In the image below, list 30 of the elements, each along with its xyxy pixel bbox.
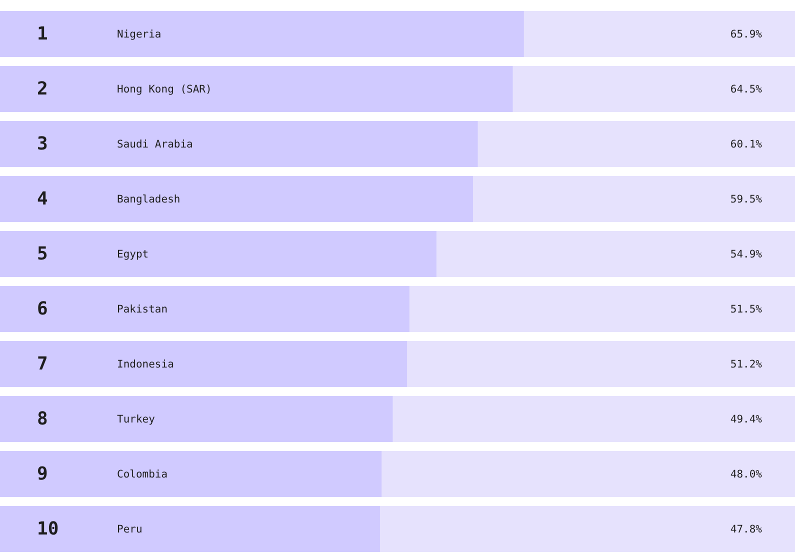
y-tick-label: Colombia — [117, 468, 168, 481]
data-label: 47.8% — [730, 524, 763, 536]
data-label: 65.9% — [730, 28, 763, 41]
annotation: 1 — [37, 24, 48, 45]
y-tick-label: Indonesia — [117, 358, 174, 371]
y-tick-label: Nigeria — [117, 28, 162, 41]
annotation: 3 — [37, 134, 48, 155]
y-tick-label: Egypt — [117, 248, 149, 261]
data-label: 60.1% — [730, 138, 763, 151]
annotation: 10 — [37, 518, 59, 540]
data-label: 54.9% — [730, 248, 763, 261]
y-tick-label: Turkey — [117, 414, 155, 426]
data-label: 49.4% — [730, 414, 763, 426]
annotation: 9 — [37, 464, 48, 485]
y-tick-label: Pakistan — [117, 304, 168, 316]
annotation: 8 — [37, 408, 48, 430]
annotation: 7 — [37, 354, 48, 375]
data-label: 59.5% — [730, 194, 763, 206]
data-label: 51.5% — [730, 304, 763, 316]
data-label: 48.0% — [730, 468, 763, 481]
y-tick-label: Saudi Arabia — [117, 138, 193, 151]
annotation: 6 — [37, 298, 48, 320]
y-tick-label: Bangladesh — [117, 194, 180, 206]
y-tick-label: Hong Kong (SAR) — [117, 84, 212, 96]
annotation: 4 — [37, 188, 48, 210]
annotation: 2 — [37, 78, 48, 100]
data-label: 64.5% — [730, 84, 763, 96]
y-tick-label: Peru — [117, 524, 142, 536]
annotation: 5 — [37, 244, 48, 265]
data-label: 51.2% — [730, 358, 763, 371]
